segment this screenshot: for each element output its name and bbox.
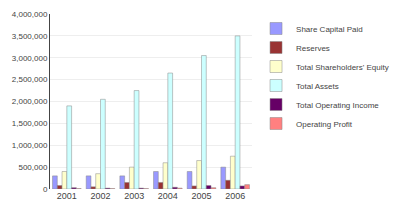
svg-text:1,500,000: 1,500,000 xyxy=(12,119,48,128)
svg-text:2003: 2003 xyxy=(124,191,144,201)
svg-text:Total Shareholders' Equity: Total Shareholders' Equity xyxy=(296,63,389,72)
svg-text:Total Assets: Total Assets xyxy=(296,82,339,91)
svg-text:Reserves: Reserves xyxy=(296,44,330,53)
svg-text:2,500,000: 2,500,000 xyxy=(12,75,48,84)
svg-text:4,000,000: 4,000,000 xyxy=(12,10,48,19)
svg-text:Operating Profit: Operating Profit xyxy=(296,120,353,129)
svg-text:2002: 2002 xyxy=(90,191,110,201)
svg-text:0: 0 xyxy=(43,185,48,194)
svg-text:2006: 2006 xyxy=(225,191,245,201)
svg-text:500,000: 500,000 xyxy=(18,163,47,172)
svg-text:2,000,000: 2,000,000 xyxy=(12,97,48,106)
svg-text:3,000,000: 3,000,000 xyxy=(12,54,48,63)
svg-text:3,500,000: 3,500,000 xyxy=(12,32,48,41)
svg-text:Total Operating Income: Total Operating Income xyxy=(296,101,379,110)
svg-text:2005: 2005 xyxy=(191,191,211,201)
svg-text:Share Capital Paid: Share Capital Paid xyxy=(296,25,363,34)
svg-text:2001: 2001 xyxy=(57,191,77,201)
svg-text:1,000,000: 1,000,000 xyxy=(12,141,48,150)
svg-text:2004: 2004 xyxy=(158,191,178,201)
